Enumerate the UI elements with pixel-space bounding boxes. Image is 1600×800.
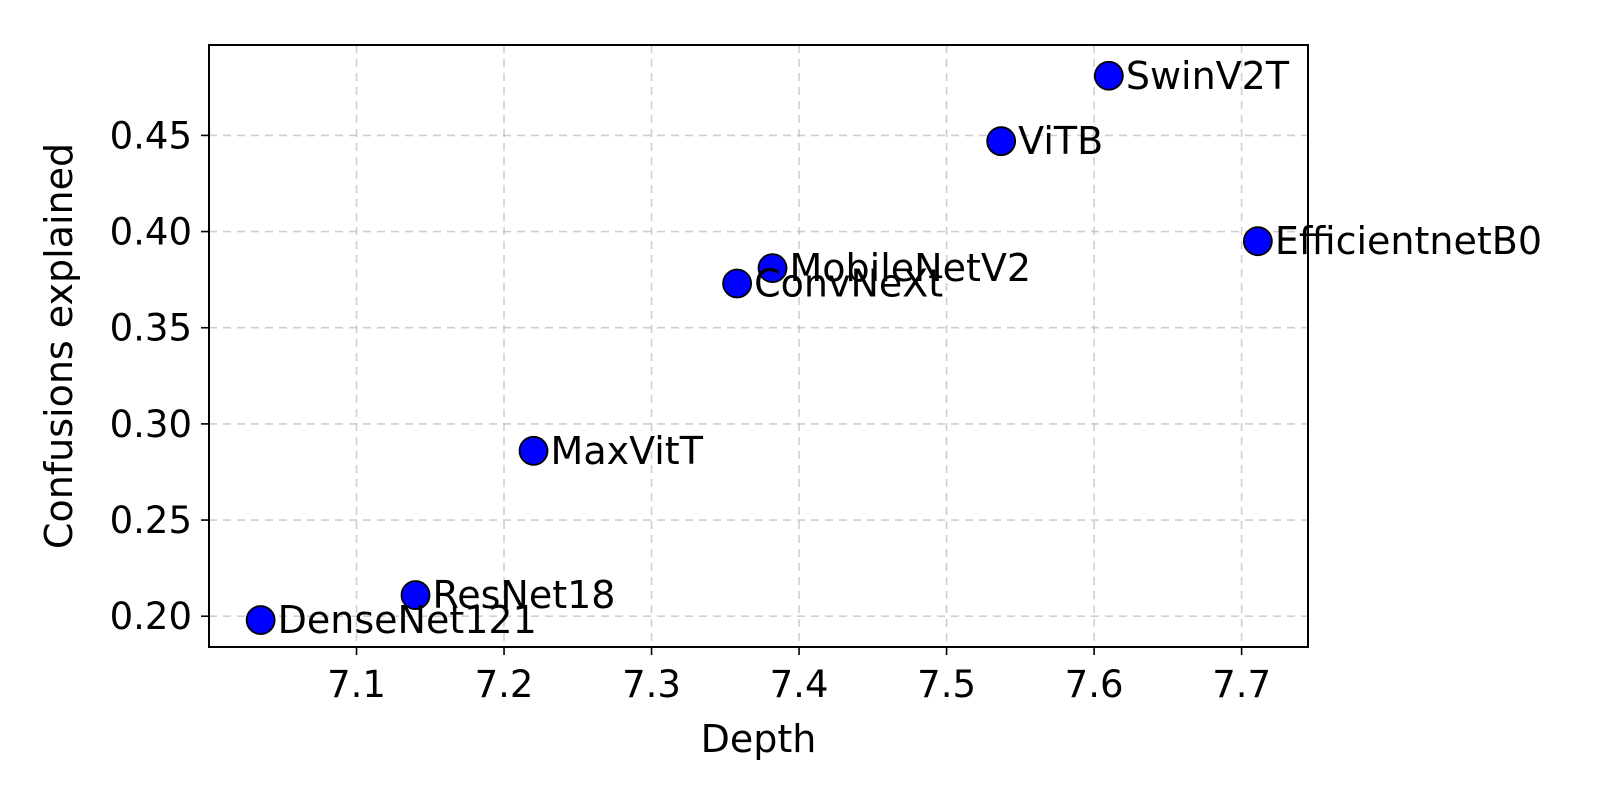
data-point [400,580,431,610]
point-label: MobileNetV2 [790,246,1032,290]
x-axis-label: Depth [701,717,817,761]
plot-frame [208,44,1309,648]
x-tick-label: 7.2 [475,663,534,706]
grid-layer [209,45,1308,647]
point-label: ViTB [1018,119,1103,163]
data-point [757,253,788,284]
y-tick-label: 0.40 [110,211,192,254]
x-tick-label: 7.6 [1065,663,1124,706]
y-tick-label: 0.35 [110,307,192,350]
point-label: ResNet18 [433,573,616,617]
data-point [245,605,276,635]
y-tick-label: 0.30 [110,403,192,446]
axes-layer: 7.1 7.2 7.3 7.4 7.5 7.6 7.7 0.20 0.25 0.30 0.35 0.4… [110,44,1309,706]
point-label: SwinV2T [1126,54,1290,98]
points-layer [245,60,1273,635]
x-tick-label: 7.1 [327,663,386,706]
point-label: MaxVitT [551,429,704,473]
point-label: EfficientnetB0 [1275,219,1542,263]
y-tick-label: 0.20 [110,595,192,638]
point-label: ConvNeXt [754,261,943,305]
y-tick-label: 0.45 [110,114,192,157]
data-point [518,435,549,466]
point-label: DenseNet121 [278,598,537,642]
data-point [986,126,1017,157]
data-point [722,268,753,299]
data-point [1093,60,1124,91]
y-tick-label: 0.25 [110,499,192,542]
x-tick-label: 7.4 [770,663,829,706]
y-axis-label: Confusions explained [37,143,81,549]
data-point [1242,226,1273,257]
x-tick-label: 7.5 [917,663,976,706]
x-tick-label: 7.7 [1212,663,1271,706]
x-tick-label: 7.3 [622,663,681,706]
